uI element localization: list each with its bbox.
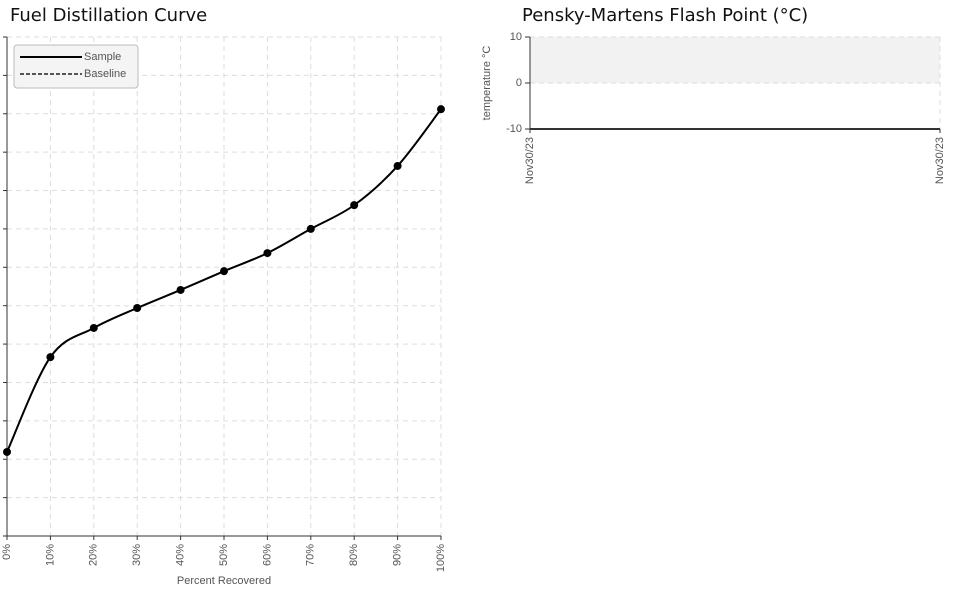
point bbox=[393, 161, 402, 170]
x-tick-label: 10% bbox=[44, 544, 56, 566]
legend-label: Baseline bbox=[84, 68, 126, 80]
x-tick-label: Nov30/23 bbox=[524, 137, 536, 184]
x-tick-label: 40% bbox=[175, 544, 187, 566]
point bbox=[220, 267, 228, 276]
point bbox=[350, 201, 359, 210]
y-tick-label: 10 bbox=[510, 31, 522, 43]
chart-title: Pensky-Martens Flash Point (°C) bbox=[522, 5, 808, 26]
chart-title: Fuel Distillation Curve bbox=[10, 5, 207, 26]
point bbox=[133, 303, 142, 312]
x-tick-label: 0% bbox=[1, 544, 13, 560]
x-tick-label: 20% bbox=[88, 544, 100, 566]
y-tick-label: -10 bbox=[506, 123, 522, 135]
x-tick-label: 30% bbox=[131, 544, 143, 566]
point bbox=[46, 353, 55, 362]
y-axis-label: temperature °C bbox=[481, 46, 493, 121]
x-tick-label: 70% bbox=[305, 544, 317, 566]
y-tick-label: 0 bbox=[516, 77, 522, 89]
legend-label: Sample bbox=[84, 51, 121, 63]
x-tick-label: 90% bbox=[392, 544, 404, 566]
point bbox=[263, 249, 272, 258]
x-tick-label: 60% bbox=[261, 544, 273, 566]
point bbox=[176, 285, 185, 294]
x-tick-label: Nov30/23 bbox=[934, 137, 946, 184]
legend bbox=[13, 44, 139, 89]
point bbox=[3, 447, 11, 456]
point bbox=[306, 224, 315, 233]
point bbox=[437, 105, 445, 114]
x-tick-label: 100% bbox=[435, 544, 447, 572]
point bbox=[89, 323, 98, 332]
x-tick-label: 80% bbox=[348, 544, 360, 566]
x-axis-label: Percent Recovered bbox=[177, 575, 271, 587]
x-tick-label: 50% bbox=[218, 544, 230, 566]
range-band bbox=[530, 37, 940, 83]
